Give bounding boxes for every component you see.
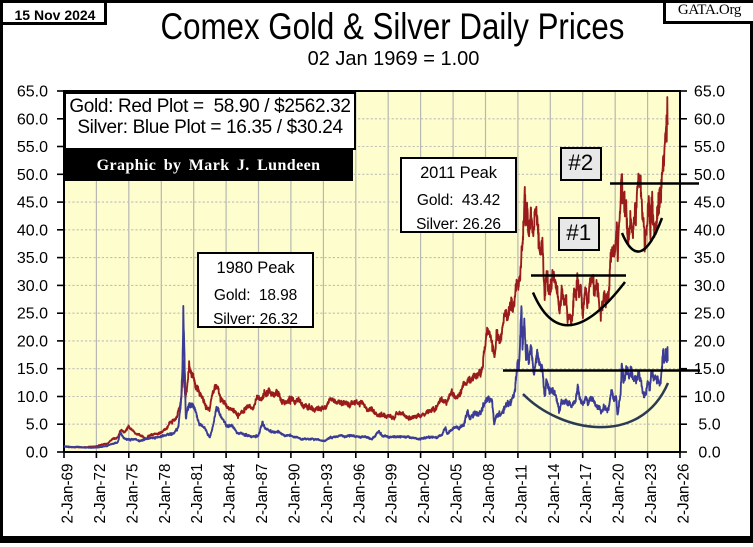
svg-text:2-Jan-11: 2-Jan-11 <box>513 465 530 524</box>
svg-text:45.0: 45.0 <box>17 195 48 212</box>
svg-text:5.0: 5.0 <box>698 417 720 434</box>
svg-text:2-Jan-93: 2-Jan-93 <box>319 464 336 524</box>
svg-text:2-Jan-96: 2-Jan-96 <box>351 464 368 524</box>
svg-text:2-Jan-23: 2-Jan-23 <box>643 464 660 524</box>
svg-text:35.0: 35.0 <box>694 250 725 267</box>
svg-text:2-Jan-69: 2-Jan-69 <box>59 464 76 524</box>
svg-text:2-Jan-20: 2-Jan-20 <box>610 463 627 523</box>
svg-text:20.0: 20.0 <box>17 333 48 350</box>
svg-text:65.0: 65.0 <box>17 84 48 101</box>
svg-text:30.0: 30.0 <box>17 278 48 295</box>
svg-text:10.0: 10.0 <box>694 389 725 406</box>
svg-text:60.0: 60.0 <box>17 111 48 128</box>
svg-text:0.0: 0.0 <box>698 445 720 462</box>
svg-text:2-Jan-99: 2-Jan-99 <box>383 464 400 524</box>
svg-text:2-Jan-08: 2-Jan-08 <box>481 464 498 524</box>
svg-text:2-Jan-81: 2-Jan-81 <box>189 464 206 524</box>
svg-text:10.0: 10.0 <box>17 389 48 406</box>
svg-text:5.0: 5.0 <box>26 417 48 434</box>
svg-text:15.0: 15.0 <box>694 361 725 378</box>
svg-text:30.0: 30.0 <box>694 278 725 295</box>
svg-text:35.0: 35.0 <box>17 250 48 267</box>
svg-text:40.0: 40.0 <box>694 222 725 239</box>
svg-text:50.0: 50.0 <box>694 167 725 184</box>
svg-text:15.0: 15.0 <box>17 361 48 378</box>
svg-text:2-Jan-26: 2-Jan-26 <box>675 464 692 524</box>
svg-text:2-Jan-75: 2-Jan-75 <box>124 463 141 523</box>
svg-text:2-Jan-02: 2-Jan-02 <box>416 464 433 524</box>
svg-text:20.0: 20.0 <box>694 333 725 350</box>
svg-text:25.0: 25.0 <box>17 306 48 323</box>
svg-text:2-Jan-78: 2-Jan-78 <box>156 464 173 524</box>
svg-text:2-Jan-05: 2-Jan-05 <box>448 463 465 523</box>
svg-text:2-Jan-14: 2-Jan-14 <box>545 463 562 523</box>
svg-text:65.0: 65.0 <box>694 84 725 101</box>
svg-text:50.0: 50.0 <box>17 167 48 184</box>
svg-text:2-Jan-90: 2-Jan-90 <box>286 463 303 523</box>
svg-text:25.0: 25.0 <box>694 306 725 323</box>
svg-text:2-Jan-84: 2-Jan-84 <box>221 463 238 523</box>
svg-text:45.0: 45.0 <box>694 195 725 212</box>
svg-text:2-Jan-87: 2-Jan-87 <box>254 464 271 524</box>
svg-text:40.0: 40.0 <box>17 222 48 239</box>
svg-text:55.0: 55.0 <box>694 139 725 156</box>
svg-text:60.0: 60.0 <box>694 111 725 128</box>
svg-text:2-Jan-72: 2-Jan-72 <box>92 464 109 524</box>
svg-text:55.0: 55.0 <box>17 139 48 156</box>
svg-text:0.0: 0.0 <box>26 445 48 462</box>
svg-text:2-Jan-17: 2-Jan-17 <box>578 464 595 524</box>
